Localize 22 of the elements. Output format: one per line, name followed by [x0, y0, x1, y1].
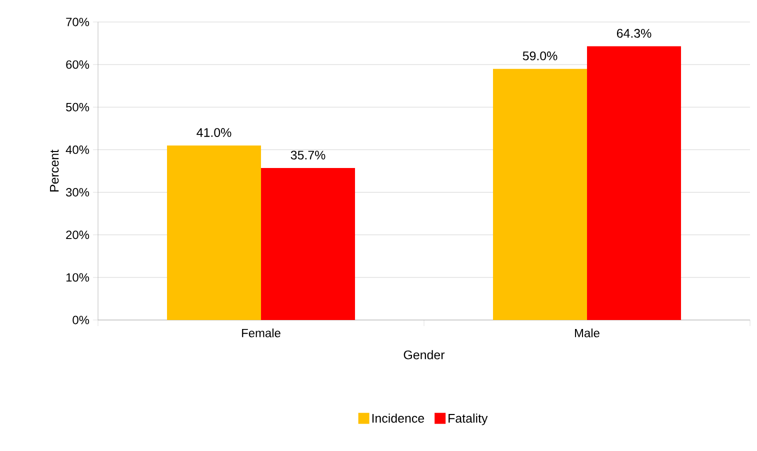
y-tick-label: 0%: [72, 316, 90, 324]
data-label: 59.0%: [522, 52, 558, 60]
x-tick-label: Male: [575, 328, 600, 338]
data-label: 41.0%: [196, 128, 232, 137]
y-tick-label: 60%: [66, 60, 90, 69]
legend-label: Incidence: [372, 414, 424, 423]
y-tick-label: 40%: [66, 145, 90, 154]
y-tick-label: 20%: [66, 230, 90, 240]
bar: [261, 168, 356, 320]
y-tick-label: 10%: [66, 273, 90, 282]
y-tick-label: 70%: [66, 18, 90, 26]
data-label: 64.3%: [616, 28, 652, 38]
x-axis-title: Gender: [404, 350, 445, 360]
legend-label: Fatality: [448, 414, 488, 426]
bar: [587, 46, 682, 320]
y-tick-label: 30%: [66, 188, 90, 197]
y-tick-label: 50%: [66, 102, 90, 112]
data-label: 35.7%: [290, 150, 326, 160]
x-tick-label: Female: [242, 328, 280, 338]
bar: [493, 68, 588, 320]
y-axis-title: Percent: [50, 150, 59, 192]
bar: [167, 145, 262, 320]
